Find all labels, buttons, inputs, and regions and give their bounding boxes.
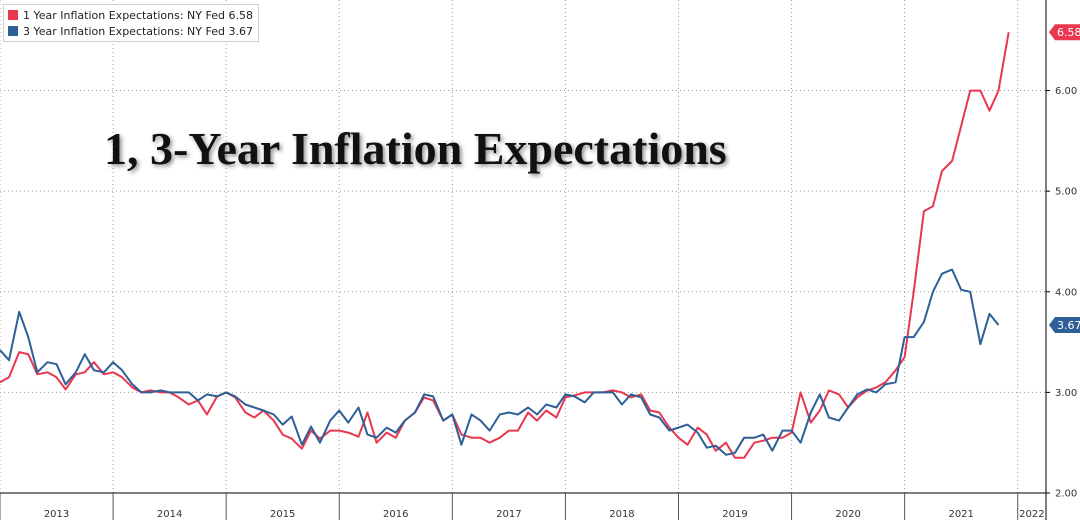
x-tick-label: 2015 <box>270 509 295 520</box>
legend: 1 Year Inflation Expectations: NY Fed 6.… <box>3 4 259 42</box>
x-tick-label: 2021 <box>948 509 973 520</box>
y-tick-label: 6.00 <box>1055 86 1077 97</box>
legend-swatch-3y <box>8 26 18 36</box>
legend-item-3y: 3 Year Inflation Expectations: NY Fed 3.… <box>8 23 253 39</box>
x-tick-label: 2013 <box>44 509 69 520</box>
last-value-label-1: 3.67 <box>1057 319 1080 332</box>
series-lines <box>0 32 1010 459</box>
x-tick-label: 2022 <box>1019 509 1044 520</box>
legend-label-3y: 3 Year Inflation Expectations: NY Fed 3.… <box>23 24 253 38</box>
x-tick-label: 2020 <box>835 509 860 520</box>
y-tick-label: 5.00 <box>1055 187 1077 198</box>
last-value-badge-0 <box>1049 24 1080 41</box>
x-tick-label: 2016 <box>383 509 408 520</box>
y-tick-labels: 2.00 3.00 4.00 5.00 6.00 <box>1046 86 1077 500</box>
x-tick-label: 2017 <box>496 509 521 520</box>
x-tick-labels: 2013 2014 2015 2016 2017 2018 2019 2020 2021 2022 <box>0 493 1045 520</box>
legend-label-1y: 1 Year Inflation Expectations: NY Fed 6.… <box>23 8 253 22</box>
x-tick-label: 2018 <box>609 509 634 520</box>
axes <box>0 0 1047 520</box>
legend-swatch-1y <box>8 10 18 20</box>
legend-item-1y: 1 Year Inflation Expectations: NY Fed 6.… <box>8 7 253 23</box>
last-value-label-0: 6.58 <box>1057 26 1080 39</box>
y-tick-label: 4.00 <box>1055 287 1077 298</box>
x-tick-label: 2019 <box>722 509 747 520</box>
grid-lines <box>0 0 1046 494</box>
y-tick-label: 3.00 <box>1055 388 1077 399</box>
last-value-badge-1 <box>1049 316 1080 333</box>
x-tick-label: 2014 <box>157 509 182 520</box>
last-value-badges: 6.58 3.67 <box>1049 24 1080 333</box>
series-line-1 <box>0 268 1000 456</box>
y-tick-label: 2.00 <box>1055 489 1077 500</box>
overlay-title: 1, 3-Year Inflation Expectations <box>104 123 727 174</box>
